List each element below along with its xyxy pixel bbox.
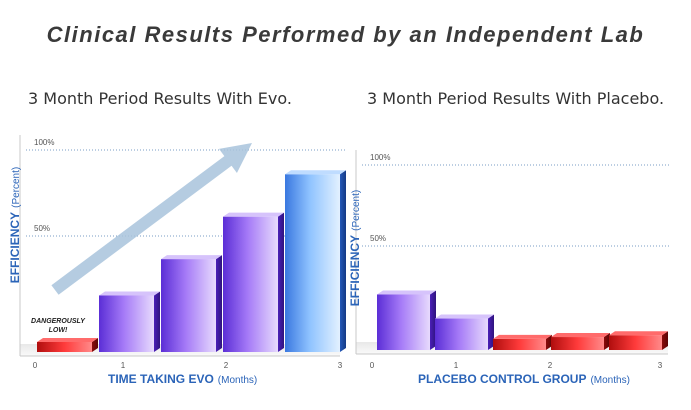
placebo-x-tick-label: 2	[548, 361, 553, 370]
evo-y-axis-label: EFFICIENCY (Percent)	[8, 167, 22, 283]
placebo-x-axis-label: PLACEBO CONTROL GROUP (Months)	[418, 372, 630, 386]
placebo-x-tick-label: 3	[658, 361, 663, 370]
placebo-x-axis-label-main: PLACEBO CONTROL GROUP	[418, 372, 586, 386]
evo-bar-1	[37, 338, 98, 352]
evo-x-axis-label-unit: (Months)	[218, 375, 257, 386]
dangerously-low-annotation-line2: LOW!	[49, 327, 68, 334]
evo-y-axis-label-main: EFFICIENCY	[8, 212, 22, 283]
placebo-y-axis-label: EFFICIENCY (Percent)	[348, 190, 362, 306]
evo-y-tick-label: 50%	[34, 224, 50, 233]
placebo-y-axis-label-main: EFFICIENCY	[348, 235, 362, 306]
placebo-bar-1	[377, 290, 436, 350]
evo-x-axis-label: TIME TAKING EVO (Months)	[108, 372, 257, 386]
dangerously-low-annotation: DANGEROUSLY	[31, 318, 86, 325]
chart-title-evo: 3 Month Period Results With Evo.	[28, 89, 292, 108]
evo-bar-4	[223, 212, 284, 352]
placebo-y-tick-label: 100%	[370, 153, 390, 162]
evo-x-tick-label: 3	[338, 361, 343, 370]
placebo-x-axis-label-unit: (Months)	[590, 375, 629, 386]
placebo-y-tick-label: 50%	[370, 234, 386, 243]
placebo-x-tick-label: 1	[454, 361, 459, 370]
evo-x-tick-label: 1	[121, 361, 126, 370]
placebo-y-axis-label-unit: (Percent)	[351, 190, 362, 231]
evo-y-tick-label: 100%	[34, 138, 54, 147]
placebo-bar-2	[435, 314, 494, 350]
placebo-x-tick-label: 0	[370, 361, 375, 370]
evo-y-axis-label-unit: (Percent)	[11, 167, 22, 208]
evo-bar-5	[285, 170, 346, 352]
placebo-bar-5	[609, 331, 668, 350]
chart-title-placebo: 3 Month Period Results With Placebo.	[367, 89, 665, 108]
evo-x-axis-label-main: TIME TAKING EVO	[108, 372, 214, 386]
evo-x-tick-label: 0	[33, 361, 38, 370]
placebo-bar-4	[551, 333, 610, 350]
evo-bar-2	[99, 291, 160, 352]
evo-x-tick-label: 2	[224, 361, 229, 370]
trend-arrow-icon	[51, 143, 253, 295]
evo-bar-3	[161, 255, 222, 352]
page-title: Clinical Results Performed by an Indepen…	[46, 22, 645, 47]
placebo-bar-3	[493, 334, 552, 350]
